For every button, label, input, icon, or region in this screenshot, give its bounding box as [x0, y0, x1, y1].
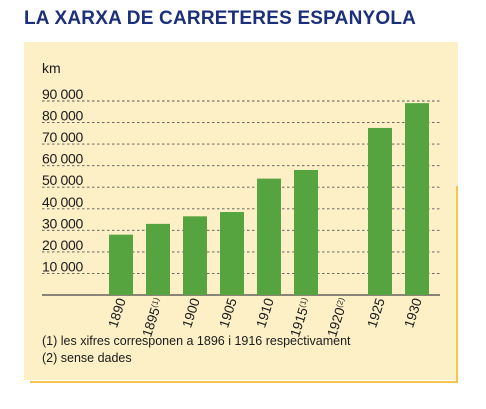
footnotes: (1) les xifres corresponen a 1896 i 1916…	[42, 333, 351, 367]
bar-1910	[257, 178, 281, 295]
panel-border-bottom	[30, 381, 458, 383]
bar-1905	[220, 212, 244, 295]
y-tick-label: 90 000	[42, 86, 84, 102]
y-tick-label: 60 000	[42, 151, 84, 167]
x-tick-label: 1910	[253, 296, 277, 329]
bar-1895	[146, 223, 170, 295]
y-tick-label: 20 000	[42, 237, 84, 253]
bar-1915	[294, 169, 318, 295]
y-tick-label: 70 000	[42, 129, 84, 145]
footnote-2: (2) sense dades	[42, 351, 132, 365]
panel-border-right	[456, 186, 458, 382]
y-tick-label: 40 000	[42, 194, 84, 210]
bar-1925	[368, 127, 392, 295]
bar-1890	[109, 234, 133, 295]
x-tick-label: 1905	[216, 296, 240, 329]
x-tick-label: 1925	[364, 296, 388, 329]
bar-1900	[183, 216, 207, 295]
y-tick-label: 10 000	[42, 258, 84, 274]
y-tick-label: 30 000	[42, 215, 84, 231]
chart-title: LA XARXA DE CARRETERES ESPANYOLA	[24, 8, 417, 29]
x-tick-label: 1890	[105, 296, 129, 329]
bar-1930	[405, 103, 429, 296]
x-tick-label: 1930	[401, 296, 425, 329]
footnote-1: (1) les xifres corresponen a 1896 i 1916…	[42, 334, 351, 348]
y-axis-label: km	[42, 60, 61, 76]
y-tick-label: 80 000	[42, 108, 84, 124]
y-tick-label: 50 000	[42, 172, 84, 188]
x-tick-label: 1900	[179, 296, 203, 329]
